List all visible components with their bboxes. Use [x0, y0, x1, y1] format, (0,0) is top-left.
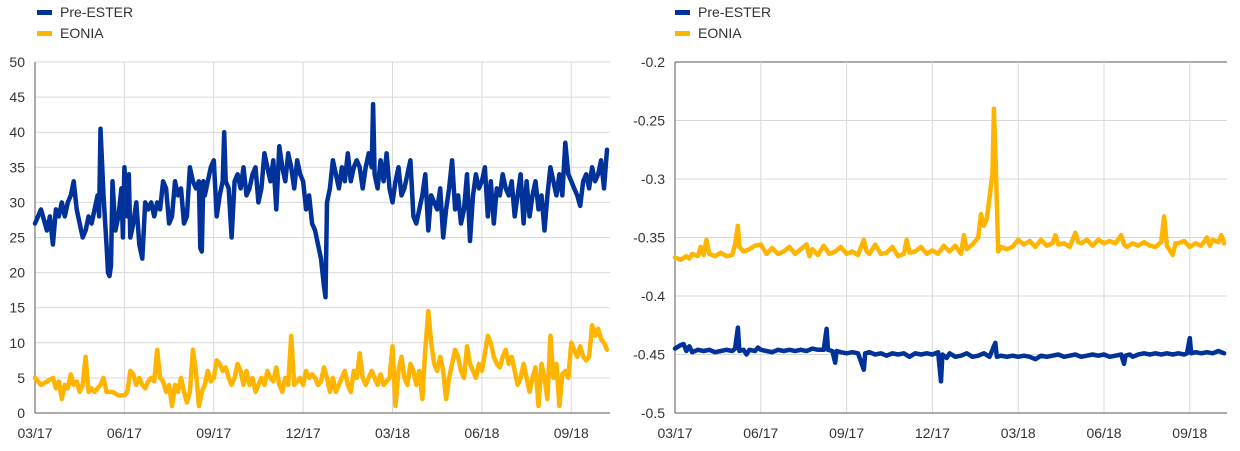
left-y-tick-label: 35: [9, 159, 25, 175]
left-y-tick-label: 50: [9, 54, 25, 70]
right-x-tick-label: 06/17: [743, 425, 778, 441]
right-x-tick-label: 09/18: [1172, 425, 1207, 441]
left-series-line-pre-ester: [32, 101, 610, 300]
left-chart-legend: Pre-ESTER EONIA: [37, 2, 133, 44]
right-y-tick-label: -0.35: [633, 230, 665, 246]
left-x-tick-label: 06/17: [107, 425, 142, 441]
right-legend-pre-ester-swatch: [675, 10, 690, 15]
right-legend-pre-ester: Pre-ESTER: [675, 2, 771, 23]
left-y-tick-label: 15: [9, 300, 25, 316]
left-line-chart: 0 5 10 15 20 25 30 35 40 45 50 03/17 06/17 09/17 12/17…: [9, 54, 610, 441]
left-legend-pre-ester: Pre-ESTER: [37, 2, 133, 23]
right-x-tick-label: 03/18: [1001, 425, 1036, 441]
right-legend-eonia-swatch: [675, 31, 690, 36]
right-y-tick-label: -0.5: [641, 405, 665, 421]
left-y-tick-label: 40: [9, 124, 25, 140]
left-series-line-eonia: [32, 308, 610, 409]
right-y-tick-label: -0.25: [633, 113, 665, 129]
right-y-tick-label: -0.45: [633, 347, 665, 363]
right-x-tick-label: 03/17: [657, 425, 692, 441]
right-series-line-eonia: [672, 106, 1227, 262]
left-y-tick-label: 10: [9, 335, 25, 351]
left-y-tick-label: 0: [17, 405, 25, 421]
right-line-chart: -0.5 -0.45 -0.4 -0.35 -0.3 -0.25 -0.2 03/17 06/1…: [633, 54, 1227, 441]
left-legend-pre-ester-label: Pre-ESTER: [60, 4, 134, 20]
right-x-tick-label: 06/18: [1086, 425, 1121, 441]
left-x-tick-label: 06/18: [464, 425, 499, 441]
left-x-tick-label: 12/17: [286, 425, 321, 441]
right-y-tick-label: -0.3: [641, 171, 665, 187]
left-legend-eonia-swatch: [37, 31, 52, 36]
right-y-tick-label: -0.2: [641, 54, 665, 70]
right-legend-eonia: EONIA: [675, 23, 771, 44]
left-y-tick-label: 5: [17, 370, 25, 386]
left-chart-panel: Pre-ESTER EONIA 0 5 10 15 20 25 30 35 40 45 50 03/1…: [0, 0, 615, 451]
right-legend-eonia-label: EONIA: [698, 25, 742, 41]
left-y-tick-label: 45: [9, 89, 25, 105]
left-legend-eonia: EONIA: [37, 23, 133, 44]
left-x-tick-label: 03/18: [375, 425, 410, 441]
left-legend-pre-ester-swatch: [37, 10, 52, 15]
right-x-tick-label: 12/17: [915, 425, 950, 441]
left-x-tick-label: 03/17: [17, 425, 52, 441]
left-y-tick-label: 30: [9, 194, 25, 210]
right-x-tick-label: 09/17: [829, 425, 864, 441]
left-legend-eonia-label: EONIA: [60, 25, 104, 41]
left-x-tick-label: 09/18: [554, 425, 589, 441]
right-series-line-pre-ester: [672, 325, 1227, 384]
right-y-tick-label: -0.4: [641, 288, 665, 304]
left-y-tick-label: 25: [9, 230, 25, 246]
right-legend-pre-ester-label: Pre-ESTER: [698, 4, 772, 20]
right-chart-panel: Pre-ESTER EONIA -0.5 -0.45 -0.4 -0.35 -0.3 -0…: [620, 0, 1240, 451]
left-x-tick-label: 09/17: [196, 425, 231, 441]
left-y-tick-label: 20: [9, 265, 25, 281]
right-chart-legend: Pre-ESTER EONIA: [675, 2, 771, 44]
